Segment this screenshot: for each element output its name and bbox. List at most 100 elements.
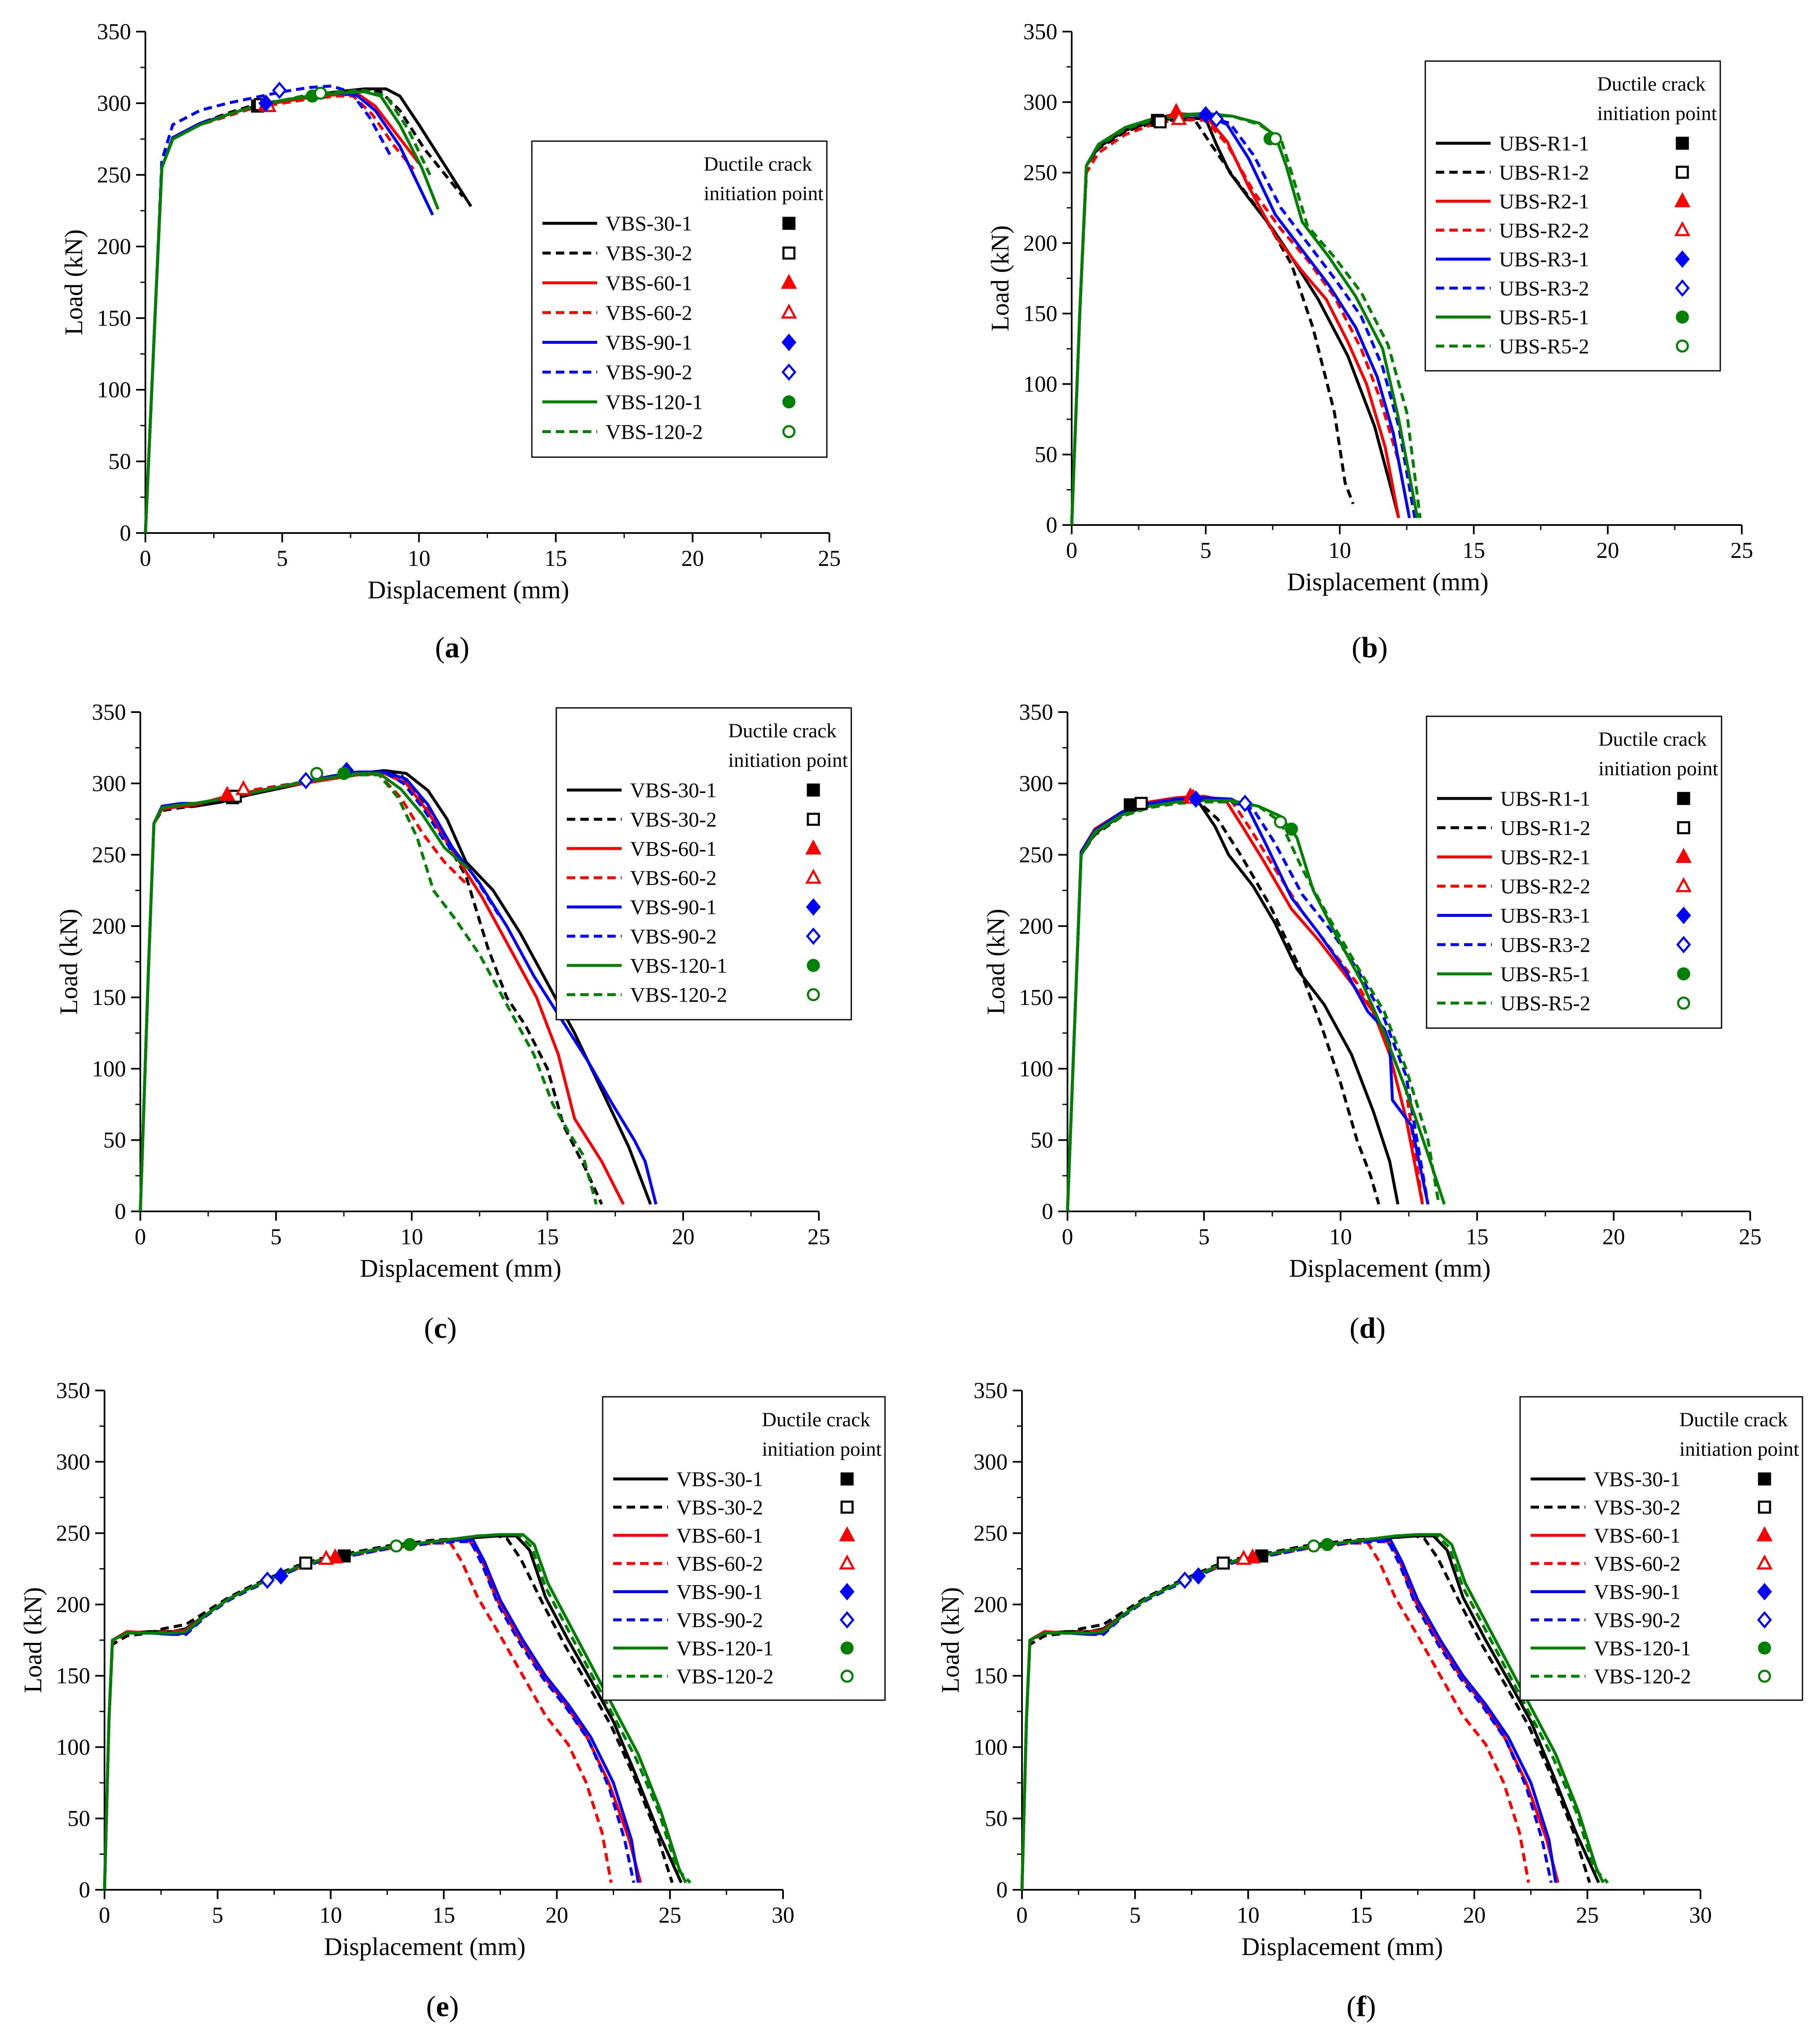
chart-panel-a: 0 5 10 15 20 25050100150200250300350Displacem… bbox=[60, 19, 841, 664]
crack-marker-VBS-60-1 bbox=[1244, 1548, 1261, 1564]
legend-label-VBS-30-1: VBS-30-1 bbox=[1594, 1467, 1681, 1491]
y-tick-label: 50 bbox=[103, 1128, 126, 1153]
legend-marker-VBS-90-1 bbox=[1757, 1583, 1772, 1601]
legend-label-UBS-R2-1: UBS-R2-1 bbox=[1500, 845, 1590, 869]
crack-marker-UBS-R3-1 bbox=[1198, 106, 1213, 124]
crack-marker-VBS-90-2 bbox=[298, 772, 314, 790]
legend-label-VBS-90-2: VBS-90-2 bbox=[630, 924, 717, 948]
x-tick-label: 20 bbox=[1463, 1902, 1486, 1928]
legend-marker-VBS-60-1 bbox=[839, 1526, 856, 1541]
legend-label-VBS-120-1: VBS-120-1 bbox=[606, 390, 703, 414]
crack-marker-VBS-120-1 bbox=[403, 1538, 416, 1551]
y-tick-label: 0 bbox=[1046, 512, 1057, 538]
legend-marker-VBS-90-1 bbox=[781, 333, 797, 351]
crack-marker-VBS-60-2 bbox=[318, 1549, 335, 1565]
x-tick-label: 15 bbox=[544, 546, 567, 571]
x-tick-label: 15 bbox=[1466, 1224, 1488, 1249]
y-tick-label: 100 bbox=[97, 377, 131, 402]
legend-label-UBS-R1-1: UBS-R1-1 bbox=[1500, 787, 1590, 810]
x-tick-label: 0 bbox=[135, 1224, 146, 1249]
legend-marker-VBS-30-2 bbox=[807, 812, 820, 826]
x-axis-label: Displacement (mm) bbox=[324, 1933, 526, 1961]
x-tick-label: 25 bbox=[818, 546, 841, 571]
legend: Ductile crack initiation point UBS-R1-1 UBS… bbox=[1424, 60, 1721, 372]
legend-label-UBS-R3-2: UBS-R3-2 bbox=[1499, 276, 1589, 300]
y-tick-label: 0 bbox=[996, 1877, 1008, 1902]
y-tick-label: 100 bbox=[92, 1056, 126, 1081]
legend-marker-VBS-120-1 bbox=[807, 959, 820, 972]
crack-marker-UBS-R5-1 bbox=[1285, 822, 1298, 836]
series-line-UBS-R1-1 bbox=[1066, 800, 1400, 1212]
crack-marker-VBS-120-1 bbox=[337, 767, 351, 780]
legend-label-VBS-120-2: VBS-120-2 bbox=[1594, 1664, 1691, 1688]
y-tick-label: 150 bbox=[974, 1663, 1008, 1688]
legend: Ductile crack initiation point VBS-30-1 VBS… bbox=[555, 707, 852, 1021]
y-tick-label: 250 bbox=[56, 1521, 90, 1546]
x-tick-label: 25 bbox=[1730, 538, 1753, 563]
x-tick-label: 5 bbox=[1199, 1224, 1210, 1249]
y-tick-label: 0 bbox=[1042, 1199, 1053, 1224]
legend-label-UBS-R3-1: UBS-R3-1 bbox=[1500, 904, 1590, 927]
y-tick-label: 50 bbox=[67, 1806, 90, 1831]
y-tick-label: 300 bbox=[92, 771, 126, 796]
legend-label-UBS-R1-2: UBS-R1-2 bbox=[1499, 161, 1589, 184]
crack-marker-UBS-R1-2 bbox=[1134, 797, 1148, 810]
series-line-UBS-R5-1 bbox=[1066, 799, 1446, 1212]
crack-marker-UBS-R1-2 bbox=[1153, 115, 1167, 129]
legend-label-VBS-30-1: VBS-30-1 bbox=[630, 778, 717, 802]
legend-label-VBS-60-2: VBS-60-2 bbox=[630, 866, 717, 889]
legend-marker-VBS-90-2 bbox=[781, 363, 797, 381]
y-tick-label: 350 bbox=[1019, 699, 1053, 725]
series-line-VBS-60-2 bbox=[144, 94, 415, 533]
x-tick-label: 25 bbox=[659, 1902, 681, 1928]
x-tick-label: 0 bbox=[1066, 538, 1078, 563]
crack-marker-VBS-60-2 bbox=[1235, 1549, 1252, 1565]
x-tick-label: 15 bbox=[432, 1902, 455, 1928]
series-line-VBS-90-2 bbox=[144, 84, 393, 533]
series-line-VBS-90-1 bbox=[103, 1539, 640, 1890]
crack-marker-VBS-120-2 bbox=[1307, 1539, 1320, 1553]
x-tick-label: 25 bbox=[807, 1224, 830, 1249]
legend-marker-title-line2: initiation point bbox=[1598, 758, 1719, 780]
legend-label-VBS-90-2: VBS-90-2 bbox=[606, 360, 692, 384]
series-line-VBS-30-2 bbox=[103, 1534, 674, 1890]
legend-marker-VBS-90-2 bbox=[806, 927, 821, 945]
x-tick-label: 10 bbox=[1329, 1224, 1352, 1249]
legend-marker-VBS-90-2 bbox=[1757, 1611, 1772, 1629]
legend-label-VBS-30-1: VBS-30-1 bbox=[606, 212, 692, 235]
legend-marker-VBS-30-1 bbox=[807, 783, 820, 797]
y-tick-label: 150 bbox=[1019, 985, 1053, 1010]
x-tick-label: 5 bbox=[1129, 1902, 1141, 1928]
x-tick-label: 0 bbox=[1016, 1902, 1028, 1928]
series-line-VBS-30-1 bbox=[103, 1534, 683, 1890]
series-line-VBS-120-2 bbox=[139, 773, 598, 1212]
legend-marker-VBS-90-2 bbox=[839, 1611, 855, 1629]
x-tick-label: 15 bbox=[1462, 538, 1485, 563]
legend-label-VBS-90-2: VBS-90-2 bbox=[676, 1608, 763, 1631]
crack-marker-VBS-120-2 bbox=[389, 1539, 403, 1553]
legend-marker-title-line1: Ductile crack bbox=[704, 153, 812, 175]
crack-marker-VBS-30-2 bbox=[1217, 1556, 1230, 1570]
series-line-VBS-30-1 bbox=[1020, 1534, 1600, 1890]
legend-marker-UBS-R5-1 bbox=[1677, 967, 1690, 980]
crack-marker-UBS-R3-1 bbox=[1188, 790, 1204, 808]
legend-label-VBS-60-1: VBS-60-1 bbox=[606, 271, 692, 295]
x-tick-label: 25 bbox=[1576, 1902, 1599, 1928]
legend-label-VBS-120-1: VBS-120-1 bbox=[1594, 1636, 1691, 1660]
legend-label-VBS-60-2: VBS-60-2 bbox=[1594, 1552, 1681, 1575]
legend: Ductile crack initiation point VBS-30-1 VBS… bbox=[531, 140, 828, 458]
legend-marker-VBS-90-1 bbox=[806, 898, 821, 916]
y-tick-label: 0 bbox=[79, 1877, 90, 1902]
y-tick-label: 350 bbox=[1023, 19, 1057, 44]
x-tick-label: 5 bbox=[1200, 538, 1212, 563]
x-tick-label: 5 bbox=[276, 546, 288, 571]
legend-marker-VBS-60-1 bbox=[805, 839, 822, 855]
chart-panel-c: 0 5 10 15 20 25050100150200250300350Displacem… bbox=[55, 699, 852, 1345]
legend-box bbox=[1519, 1396, 1803, 1701]
series-line-VBS-30-2 bbox=[1020, 1534, 1591, 1890]
legend-label-UBS-R3-1: UBS-R3-1 bbox=[1499, 247, 1589, 271]
legend-marker-UBS-R1-1 bbox=[1677, 792, 1690, 805]
chart-panel-d: 0 5 10 15 20 25050100150200250300350Displacem… bbox=[982, 699, 1762, 1345]
caption-d: (d) bbox=[1349, 1312, 1386, 1345]
legend-label-VBS-60-2: VBS-60-2 bbox=[676, 1552, 763, 1575]
